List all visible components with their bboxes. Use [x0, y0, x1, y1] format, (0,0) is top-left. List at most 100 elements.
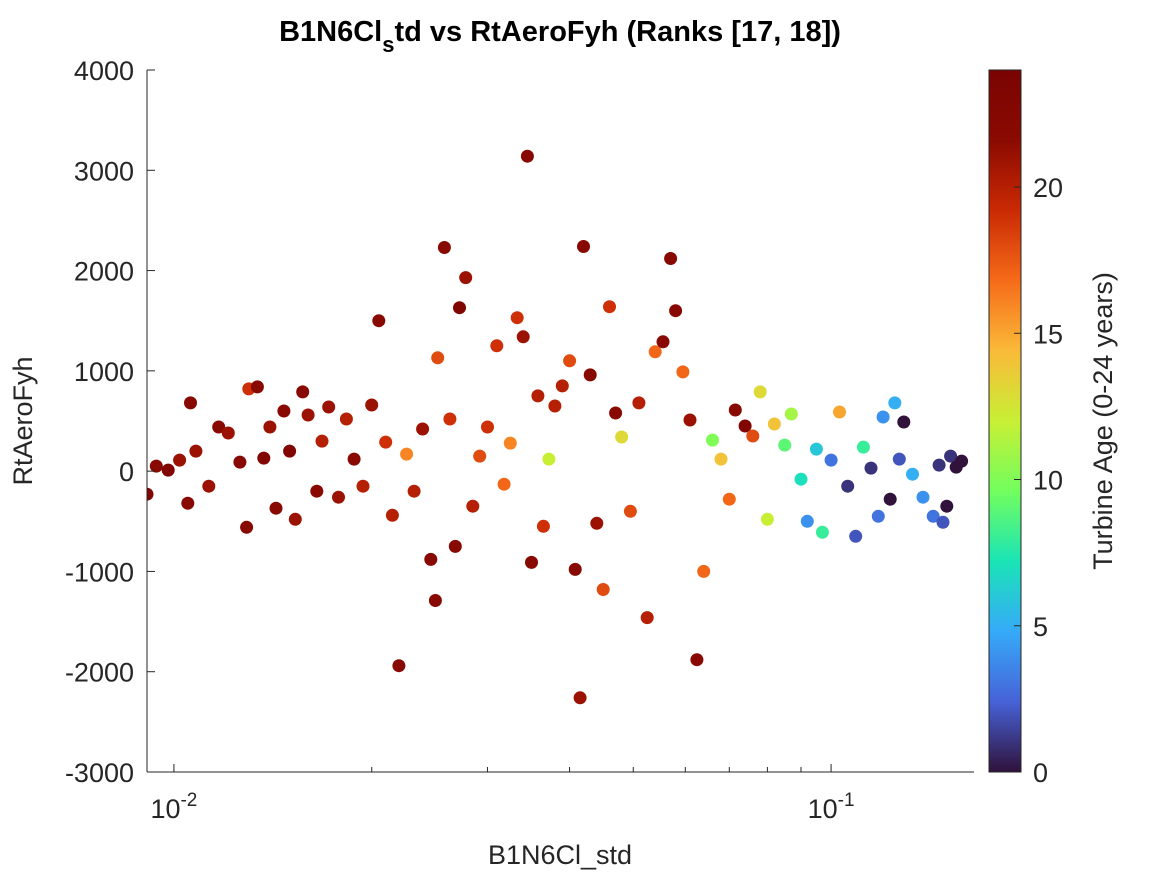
data-point	[883, 492, 897, 506]
data-point	[856, 440, 870, 454]
data-point	[296, 385, 310, 399]
data-point	[277, 404, 291, 418]
data-point	[563, 354, 577, 368]
data-point	[443, 412, 457, 426]
data-point	[916, 490, 930, 504]
colorbar-tick-label: 5	[1033, 612, 1048, 642]
data-point	[746, 429, 760, 443]
data-point	[623, 504, 637, 518]
data-point	[555, 379, 569, 393]
data-point	[800, 514, 814, 528]
data-point	[424, 552, 438, 566]
data-point	[888, 396, 902, 410]
colorbar-tick-label: 10	[1033, 466, 1063, 496]
data-point	[833, 405, 846, 419]
data-point	[596, 583, 610, 596]
data-point	[379, 435, 393, 449]
data-point	[332, 490, 345, 504]
data-point	[577, 240, 590, 253]
data-point	[400, 447, 414, 461]
data-point	[738, 419, 752, 433]
data-point	[481, 420, 494, 434]
data-point	[784, 407, 798, 421]
data-point	[815, 525, 829, 539]
data-point	[683, 413, 697, 427]
colorbar-tick-label: 15	[1033, 319, 1063, 349]
data-point	[516, 330, 530, 344]
data-point	[497, 477, 511, 491]
data-point	[240, 520, 254, 534]
data-point	[147, 487, 154, 501]
data-point	[864, 461, 878, 475]
chart-title-suffix: td vs RtAeroFyh (Ranks [17, 18])	[395, 16, 841, 48]
data-point	[944, 449, 958, 463]
y-tick-label: 4000	[74, 56, 134, 86]
data-point	[669, 304, 683, 318]
data-point	[573, 691, 587, 705]
points-layer	[147, 149, 969, 705]
data-point	[542, 452, 556, 466]
data-point	[876, 410, 890, 424]
data-point	[590, 516, 604, 530]
data-point	[310, 484, 324, 498]
data-point	[690, 653, 704, 667]
data-point	[189, 444, 203, 458]
data-point	[706, 433, 719, 447]
data-point	[453, 301, 466, 315]
data-point	[356, 479, 370, 493]
data-point	[897, 415, 911, 429]
data-point	[926, 509, 940, 523]
data-point	[385, 508, 399, 522]
data-point	[932, 458, 946, 472]
data-point	[841, 479, 855, 493]
y-tick-label: -3000	[65, 758, 134, 788]
data-point	[184, 396, 197, 410]
colorbar-ticks: 0 5 10 15 20	[1014, 173, 1063, 788]
data-point	[257, 451, 271, 465]
data-point	[315, 434, 329, 448]
data-point	[392, 659, 406, 673]
data-point	[753, 385, 767, 399]
data-point	[536, 519, 550, 533]
data-point	[283, 444, 297, 458]
y-tick-label: 3000	[74, 156, 134, 186]
y-axis-label: RtAeroFyh	[8, 356, 38, 485]
data-point	[824, 453, 838, 467]
data-point	[520, 149, 534, 163]
data-point	[722, 492, 736, 506]
data-point	[233, 455, 247, 469]
data-point	[697, 564, 711, 578]
data-point	[212, 420, 226, 434]
data-point	[676, 365, 690, 379]
data-point	[301, 408, 315, 422]
data-point	[490, 339, 504, 353]
data-point	[448, 539, 462, 553]
data-point	[473, 449, 487, 463]
data-point	[656, 335, 670, 349]
colorbar-tick-label: 0	[1033, 758, 1048, 788]
data-point	[431, 351, 445, 365]
data-point	[767, 417, 781, 431]
plot-area	[147, 70, 974, 772]
data-point	[615, 430, 629, 444]
data-point	[269, 501, 283, 515]
data-point	[149, 459, 163, 473]
data-point	[794, 472, 808, 486]
data-point	[548, 399, 562, 413]
colorbar	[988, 69, 1022, 773]
data-point	[940, 499, 954, 513]
data-point	[714, 452, 728, 466]
data-point	[173, 453, 187, 467]
x-axis-label: B1N6Cl_std	[488, 840, 632, 870]
x-tick-label: 10-2	[150, 790, 197, 824]
data-point	[428, 594, 442, 607]
y-tick-label: 2000	[74, 257, 134, 287]
data-point	[664, 252, 678, 265]
y-tick-label: -1000	[65, 557, 134, 587]
data-point	[322, 400, 336, 414]
data-point	[339, 412, 353, 426]
data-point	[466, 499, 480, 513]
y-tick-label: 0	[119, 457, 134, 487]
axes-layer: 4000 3000 2000 1000 0 -1000 -2000 -3000 10-2 10-1	[65, 56, 974, 824]
